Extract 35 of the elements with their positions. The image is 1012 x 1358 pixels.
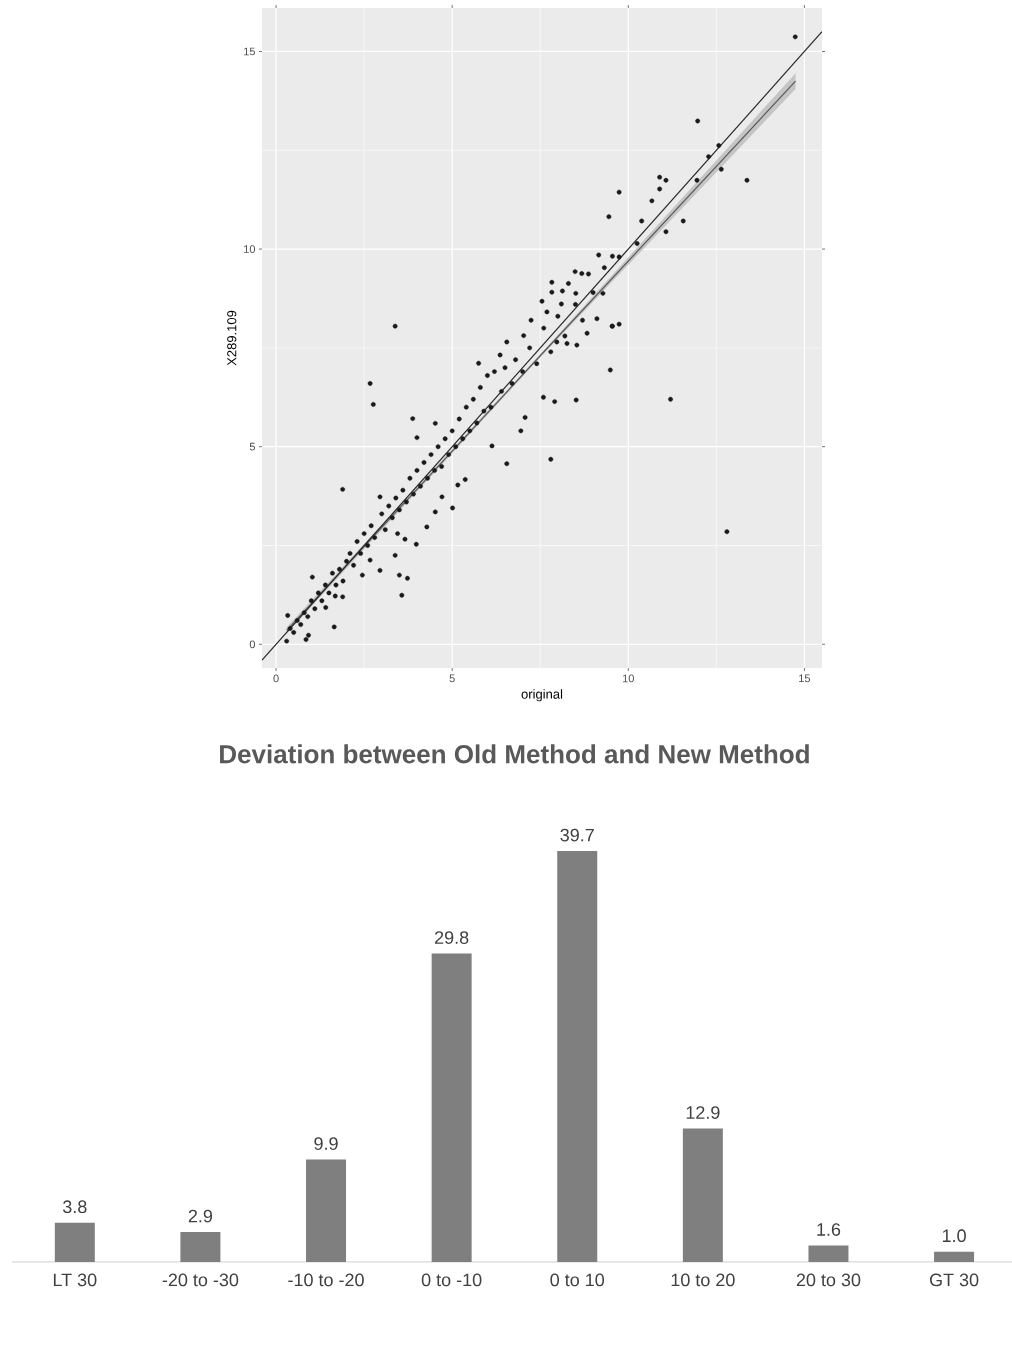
bar [306, 1159, 347, 1262]
x-tick-label: 10 to 20 [671, 1273, 735, 1287]
bar [682, 1128, 723, 1262]
x-tick-label: GT 30 [929, 1273, 979, 1287]
x-tick-label: 0 to 10 [550, 1273, 605, 1287]
x-tick-label: 10 [623, 674, 634, 683]
y-tick-label: 15 [244, 47, 255, 56]
data-label: 9.9 [314, 1137, 338, 1150]
bar [557, 850, 598, 1262]
x-tick-label: LT 30 [53, 1273, 97, 1287]
chart-title: Deviation between Old Method and New Method [220, 744, 809, 764]
data-label: 12.9 [686, 1106, 720, 1119]
data-label: 1.6 [817, 1223, 841, 1236]
bar [808, 1245, 849, 1262]
x-tick-label: 15 [799, 674, 811, 683]
y-tick-label: 10 [244, 245, 256, 253]
data-label: 2.9 [188, 1209, 213, 1223]
data-label: 1.0 [942, 1229, 966, 1243]
x-tick-label: 5 [449, 674, 455, 683]
bar [180, 1231, 221, 1262]
data-label: 3.8 [62, 1200, 87, 1214]
x-tick-label: 0 [273, 674, 279, 683]
bar [54, 1222, 95, 1262]
data-label: 29.8 [435, 931, 469, 944]
y-tick-label: 0 [249, 640, 256, 649]
bar [431, 953, 472, 1262]
y-tick-label: 5 [249, 442, 255, 451]
x-tick-label: 20 to 30 [796, 1273, 861, 1287]
x-tick-label: -20 to -30 [162, 1273, 239, 1287]
y-axis-title: X289.109 [227, 310, 237, 366]
x-tick-label: -10 to -20 [288, 1273, 364, 1287]
x-axis-title: original [521, 689, 563, 702]
x-tick-label: 0 to -10 [421, 1273, 482, 1287]
bar [934, 1251, 975, 1262]
data-label: 39.7 [560, 828, 594, 842]
